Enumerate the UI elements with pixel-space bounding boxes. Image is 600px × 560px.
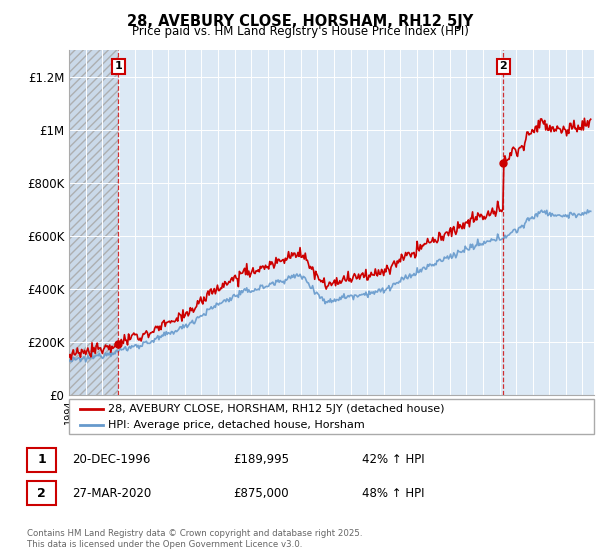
Text: 48% ↑ HPI: 48% ↑ HPI <box>362 487 424 500</box>
Text: 1: 1 <box>37 453 46 466</box>
Text: £875,000: £875,000 <box>233 487 289 500</box>
Text: Contains HM Land Registry data © Crown copyright and database right 2025.
This d: Contains HM Land Registry data © Crown c… <box>27 529 362 549</box>
Bar <box>27 481 56 506</box>
Text: £189,995: £189,995 <box>233 453 289 466</box>
Bar <box>27 447 56 472</box>
Text: HPI: Average price, detached house, Horsham: HPI: Average price, detached house, Hors… <box>109 419 365 430</box>
Bar <box>69 50 118 395</box>
Text: Price paid vs. HM Land Registry's House Price Index (HPI): Price paid vs. HM Land Registry's House … <box>131 25 469 38</box>
Text: 2: 2 <box>500 61 507 71</box>
Text: 27-MAR-2020: 27-MAR-2020 <box>71 487 151 500</box>
Text: 2: 2 <box>37 487 46 500</box>
Text: 1: 1 <box>115 61 122 71</box>
Text: 42% ↑ HPI: 42% ↑ HPI <box>362 453 424 466</box>
Text: 28, AVEBURY CLOSE, HORSHAM, RH12 5JY: 28, AVEBURY CLOSE, HORSHAM, RH12 5JY <box>127 14 473 29</box>
Text: 20-DEC-1996: 20-DEC-1996 <box>71 453 150 466</box>
Text: 28, AVEBURY CLOSE, HORSHAM, RH12 5JY (detached house): 28, AVEBURY CLOSE, HORSHAM, RH12 5JY (de… <box>109 404 445 414</box>
